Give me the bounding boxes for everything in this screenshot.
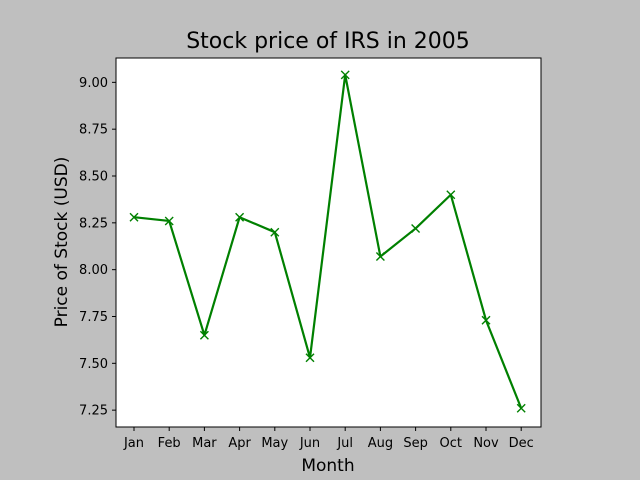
x-tick-label: Jun: [299, 436, 320, 451]
y-tick-label: 7.75: [79, 310, 108, 325]
marker-stroke: [270, 227, 280, 237]
y-axis-label: Price of Stock (USD): [52, 157, 72, 328]
y-tick-label: 7.25: [79, 404, 108, 419]
chart-title: Stock price of IRS in 2005: [186, 29, 470, 54]
data-point-marker: [340, 70, 350, 80]
marker-stroke: [446, 190, 456, 200]
x-tick-label: Jan: [123, 436, 144, 451]
series-layer: [129, 70, 526, 413]
y-tick-label: 8.00: [79, 263, 108, 278]
x-tick-label: Mar: [192, 436, 217, 451]
marker-stroke: [129, 212, 139, 222]
marker-stroke: [235, 212, 245, 222]
y-tick-label: 8.25: [79, 216, 108, 231]
data-point-marker: [199, 330, 209, 340]
y-tick-label: 9.00: [79, 76, 108, 91]
axes: Jan Feb Mar Apr May Jun Jul Aug Sep Oct Nov Dec 7.25…: [79, 76, 534, 451]
y-tick-label: 8.50: [79, 170, 108, 185]
x-tick-label: Dec: [509, 436, 534, 451]
x-tick-label: Aug: [368, 436, 393, 451]
data-point-marker: [164, 216, 174, 226]
x-tick-label: Sep: [403, 436, 428, 451]
data-point-marker: [481, 315, 491, 325]
marker-stroke: [305, 353, 315, 363]
y-tick-label: 8.75: [79, 123, 108, 138]
data-point-marker: [375, 252, 385, 262]
data-point-marker: [305, 353, 315, 363]
data-point-marker: [270, 227, 280, 237]
x-axis-label: Month: [301, 456, 354, 476]
x-tick-label: Apr: [228, 436, 251, 451]
marker-stroke: [516, 403, 526, 413]
x-tick-label: Oct: [440, 436, 462, 451]
data-point-marker: [446, 190, 456, 200]
x-tick-label: Jul: [336, 436, 353, 451]
x-tick-label: Feb: [158, 436, 181, 451]
data-point-marker: [411, 223, 421, 233]
marker-stroke: [199, 330, 209, 340]
marker-stroke: [340, 70, 350, 80]
marker-stroke: [481, 315, 491, 325]
marker-stroke: [375, 252, 385, 262]
data-point-marker: [516, 403, 526, 413]
data-point-marker: [235, 212, 245, 222]
marker-stroke: [411, 223, 421, 233]
plot-area: [115, 57, 542, 428]
y-tick-label: 7.50: [79, 357, 108, 372]
x-tick-label: Nov: [473, 436, 499, 451]
data-point-marker: [129, 212, 139, 222]
series-line: [133, 73, 523, 409]
x-tick-label: May: [261, 436, 288, 451]
marker-stroke: [164, 216, 174, 226]
